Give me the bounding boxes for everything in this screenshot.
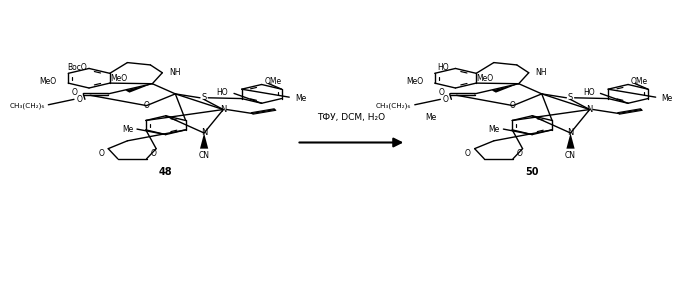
Polygon shape (200, 133, 208, 149)
Text: S: S (202, 93, 206, 102)
Text: NH: NH (536, 68, 547, 77)
Text: O: O (72, 88, 78, 97)
Text: CH₃(CH₂)₆: CH₃(CH₂)₆ (376, 102, 412, 109)
Text: Me: Me (122, 125, 133, 134)
Text: Me: Me (489, 125, 500, 134)
Text: O: O (150, 149, 157, 158)
Text: O: O (76, 95, 83, 104)
Text: N: N (567, 129, 574, 137)
Text: O: O (517, 149, 523, 158)
Text: HO: HO (216, 88, 228, 97)
Text: HO: HO (438, 63, 449, 72)
Text: BocO: BocO (67, 63, 87, 72)
Text: O: O (465, 149, 470, 158)
Text: O: O (98, 149, 104, 158)
Text: OMe: OMe (631, 77, 648, 86)
Text: Me: Me (662, 94, 673, 103)
Text: MeO: MeO (477, 74, 494, 83)
Text: S: S (568, 93, 573, 102)
Polygon shape (566, 133, 575, 149)
Text: O: O (510, 101, 516, 110)
Text: 50: 50 (526, 167, 539, 177)
Text: CN: CN (199, 151, 209, 160)
Text: N: N (220, 105, 227, 114)
Text: N: N (201, 129, 207, 137)
Text: HO: HO (583, 88, 595, 97)
Text: O: O (144, 101, 150, 110)
Polygon shape (125, 84, 153, 93)
Text: CN: CN (565, 151, 576, 160)
Text: MeO: MeO (406, 77, 423, 86)
Text: Me: Me (425, 113, 436, 122)
Text: O: O (443, 95, 449, 104)
Text: ТФУ, DCM, H₂O: ТФУ, DCM, H₂O (317, 113, 386, 122)
Text: MeO: MeO (40, 77, 57, 86)
Text: O: O (438, 88, 444, 97)
Text: OMe: OMe (265, 77, 281, 86)
Text: CH₃(CH₂)₆: CH₃(CH₂)₆ (10, 102, 45, 109)
Text: Me: Me (295, 94, 306, 103)
Polygon shape (491, 84, 519, 93)
Text: NH: NH (169, 68, 181, 77)
Text: MeO: MeO (111, 74, 127, 83)
Text: 48: 48 (159, 167, 173, 177)
Text: N: N (587, 105, 593, 114)
